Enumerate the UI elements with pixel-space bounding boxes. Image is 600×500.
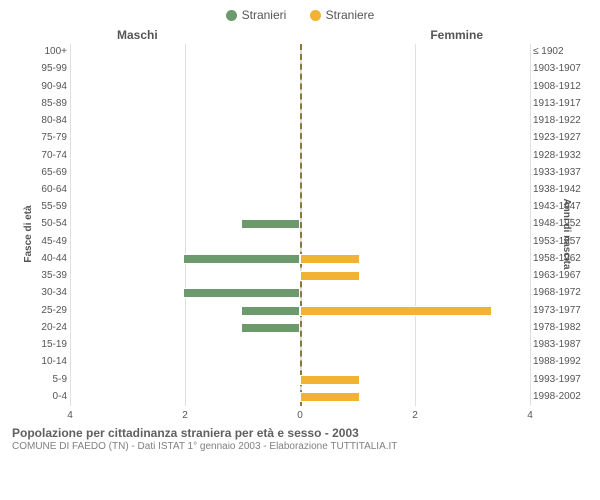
y-tick-age: 50-54 xyxy=(15,219,67,229)
bar-row xyxy=(70,218,530,230)
y-tick-age: 100+ xyxy=(15,47,67,57)
x-tick-label: 4 xyxy=(527,410,533,421)
bar-row xyxy=(70,287,530,299)
y-tick-birth: 1963-1967 xyxy=(533,271,585,281)
x-tick-label: 4 xyxy=(67,410,73,421)
bar-female xyxy=(300,392,360,402)
bar-row xyxy=(70,305,530,317)
x-tick-label: 2 xyxy=(182,410,188,421)
bar-male xyxy=(183,254,300,264)
y-tick-birth: ≤ 1902 xyxy=(533,47,585,57)
y-tick-age: 75-79 xyxy=(15,133,67,143)
y-tick-age: 15-19 xyxy=(15,340,67,350)
x-tick-label: 0 xyxy=(297,410,303,421)
bar-row xyxy=(70,270,530,282)
y-tick-birth: 1993-1997 xyxy=(533,375,585,385)
x-tick-label: 2 xyxy=(412,410,418,421)
y-axis-right-labels: ≤ 1902 1903-1907 1908-1912 1913-1917 1918-19… xyxy=(533,44,585,406)
bar-row xyxy=(70,63,530,75)
bar-female xyxy=(300,375,360,385)
y-tick-birth: 1968-1972 xyxy=(533,288,585,298)
y-tick-birth: 1943-1947 xyxy=(533,202,585,212)
bar-row xyxy=(70,150,530,162)
bar-male xyxy=(183,288,300,298)
y-axis-left-labels: 100+ 95-99 90-94 85-89 80-84 75-79 70-74 65-69 6… xyxy=(15,44,67,406)
bar-row xyxy=(70,167,530,179)
gender-title-female: Femmine xyxy=(430,28,483,42)
y-tick-age: 10-14 xyxy=(15,357,67,367)
y-tick-age: 35-39 xyxy=(15,271,67,281)
y-tick-birth: 1933-1937 xyxy=(533,168,585,178)
bar-row xyxy=(70,356,530,368)
gridline xyxy=(530,44,531,406)
bar-row xyxy=(70,236,530,248)
y-tick-age: 70-74 xyxy=(15,151,67,161)
y-tick-age: 20-24 xyxy=(15,323,67,333)
y-tick-birth: 1978-1982 xyxy=(533,323,585,333)
bar-row xyxy=(70,391,530,403)
y-tick-age: 0-4 xyxy=(15,392,67,402)
bar-female xyxy=(300,271,360,281)
y-tick-birth: 1918-1922 xyxy=(533,116,585,126)
bar-male xyxy=(241,219,301,229)
legend-item-male: Stranieri xyxy=(226,8,287,22)
y-tick-birth: 1923-1927 xyxy=(533,133,585,143)
y-tick-birth: 1938-1942 xyxy=(533,185,585,195)
legend-swatch-male xyxy=(226,10,237,21)
y-tick-birth: 1998-2002 xyxy=(533,392,585,402)
bar-row xyxy=(70,115,530,127)
y-tick-age: 85-89 xyxy=(15,99,67,109)
y-tick-age: 80-84 xyxy=(15,116,67,126)
y-tick-age: 40-44 xyxy=(15,254,67,264)
bar-row xyxy=(70,46,530,58)
plot-area: Fasce di età Anni di nascita 100+95-9990… xyxy=(70,44,530,424)
y-tick-birth: 1928-1932 xyxy=(533,151,585,161)
y-tick-birth: 1903-1907 xyxy=(533,64,585,74)
y-tick-birth: 1913-1917 xyxy=(533,99,585,109)
chart-footer: Popolazione per cittadinanza straniera p… xyxy=(12,426,588,452)
gender-title-male: Maschi xyxy=(117,28,158,42)
y-tick-age: 90-94 xyxy=(15,82,67,92)
y-tick-age: 60-64 xyxy=(15,185,67,195)
legend-item-female: Straniere xyxy=(310,8,375,22)
bar-row xyxy=(70,98,530,110)
gender-titles: Maschi Femmine xyxy=(12,28,588,44)
bar-row xyxy=(70,184,530,196)
y-tick-birth: 1958-1962 xyxy=(533,254,585,264)
bar-row xyxy=(70,339,530,351)
population-pyramid-chart: Stranieri Straniere Maschi Femmine Fasce… xyxy=(0,0,600,462)
legend-label-male: Stranieri xyxy=(242,8,287,22)
legend-label-female: Straniere xyxy=(326,8,375,22)
bars-container xyxy=(70,44,530,406)
bar-female xyxy=(300,306,492,316)
legend-swatch-female xyxy=(310,10,321,21)
legend: Stranieri Straniere xyxy=(12,8,588,24)
y-tick-birth: 1973-1977 xyxy=(533,306,585,316)
y-tick-age: 95-99 xyxy=(15,64,67,74)
y-tick-birth: 1988-1992 xyxy=(533,357,585,367)
y-tick-age: 5-9 xyxy=(15,375,67,385)
y-tick-birth: 1908-1912 xyxy=(533,82,585,92)
bar-row xyxy=(70,132,530,144)
bar-female xyxy=(300,254,360,264)
bar-row xyxy=(70,253,530,265)
bar-male xyxy=(241,306,301,316)
bar-row xyxy=(70,374,530,386)
y-tick-birth: 1948-1952 xyxy=(533,219,585,229)
y-tick-birth: 1983-1987 xyxy=(533,340,585,350)
bar-male xyxy=(241,323,301,333)
y-tick-age: 45-49 xyxy=(15,237,67,247)
bar-row xyxy=(70,322,530,334)
chart-title: Popolazione per cittadinanza straniera p… xyxy=(12,426,588,440)
chart-subtitle: COMUNE DI FAEDO (TN) - Dati ISTAT 1° gen… xyxy=(12,441,588,452)
y-tick-birth: 1953-1957 xyxy=(533,237,585,247)
bar-row xyxy=(70,81,530,93)
x-axis-ticks: 4 2 0 2 4 xyxy=(70,408,530,424)
y-tick-age: 55-59 xyxy=(15,202,67,212)
y-tick-age: 65-69 xyxy=(15,168,67,178)
bar-row xyxy=(70,201,530,213)
y-tick-age: 30-34 xyxy=(15,288,67,298)
y-tick-age: 25-29 xyxy=(15,306,67,316)
